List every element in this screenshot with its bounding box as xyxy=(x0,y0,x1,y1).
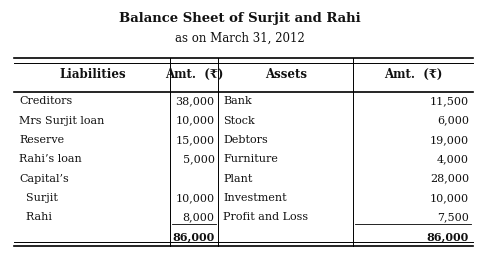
Text: 8,000: 8,000 xyxy=(182,212,215,222)
Text: 11,500: 11,500 xyxy=(430,96,469,106)
Text: Surjit: Surjit xyxy=(19,193,58,203)
Text: Debtors: Debtors xyxy=(223,135,268,145)
Text: Bank: Bank xyxy=(223,96,252,106)
Text: Amt.  (₹): Amt. (₹) xyxy=(384,68,442,81)
Text: Investment: Investment xyxy=(223,193,287,203)
Text: Liabilities: Liabilities xyxy=(59,68,126,81)
Text: 15,000: 15,000 xyxy=(175,135,215,145)
Text: 10,000: 10,000 xyxy=(175,116,215,126)
Text: as on March 31, 2012: as on March 31, 2012 xyxy=(175,32,305,45)
Text: 10,000: 10,000 xyxy=(175,193,215,203)
Text: 28,000: 28,000 xyxy=(430,174,469,184)
Text: Furniture: Furniture xyxy=(223,154,278,164)
Text: Rahi: Rahi xyxy=(19,212,52,222)
Text: 7,500: 7,500 xyxy=(437,212,469,222)
Text: 6,000: 6,000 xyxy=(437,116,469,126)
Text: Balance Sheet of Surjit and Rahi: Balance Sheet of Surjit and Rahi xyxy=(119,12,361,25)
Text: 4,000: 4,000 xyxy=(437,154,469,164)
Text: Stock: Stock xyxy=(223,116,255,126)
Text: 10,000: 10,000 xyxy=(430,193,469,203)
Text: 5,000: 5,000 xyxy=(182,154,215,164)
Text: Capital’s: Capital’s xyxy=(19,174,69,184)
Text: Assets: Assets xyxy=(264,68,307,81)
Text: 86,000: 86,000 xyxy=(172,231,215,242)
Text: Rahi’s loan: Rahi’s loan xyxy=(19,154,82,164)
Text: Mrs Surjit loan: Mrs Surjit loan xyxy=(19,116,105,126)
Text: Amt.  (₹): Amt. (₹) xyxy=(165,68,224,81)
Text: 38,000: 38,000 xyxy=(175,96,215,106)
Text: 19,000: 19,000 xyxy=(430,135,469,145)
Text: Profit and Loss: Profit and Loss xyxy=(223,212,308,222)
Text: Creditors: Creditors xyxy=(19,96,72,106)
Text: Reserve: Reserve xyxy=(19,135,64,145)
Text: 86,000: 86,000 xyxy=(427,231,469,242)
Text: Plant: Plant xyxy=(223,174,252,184)
